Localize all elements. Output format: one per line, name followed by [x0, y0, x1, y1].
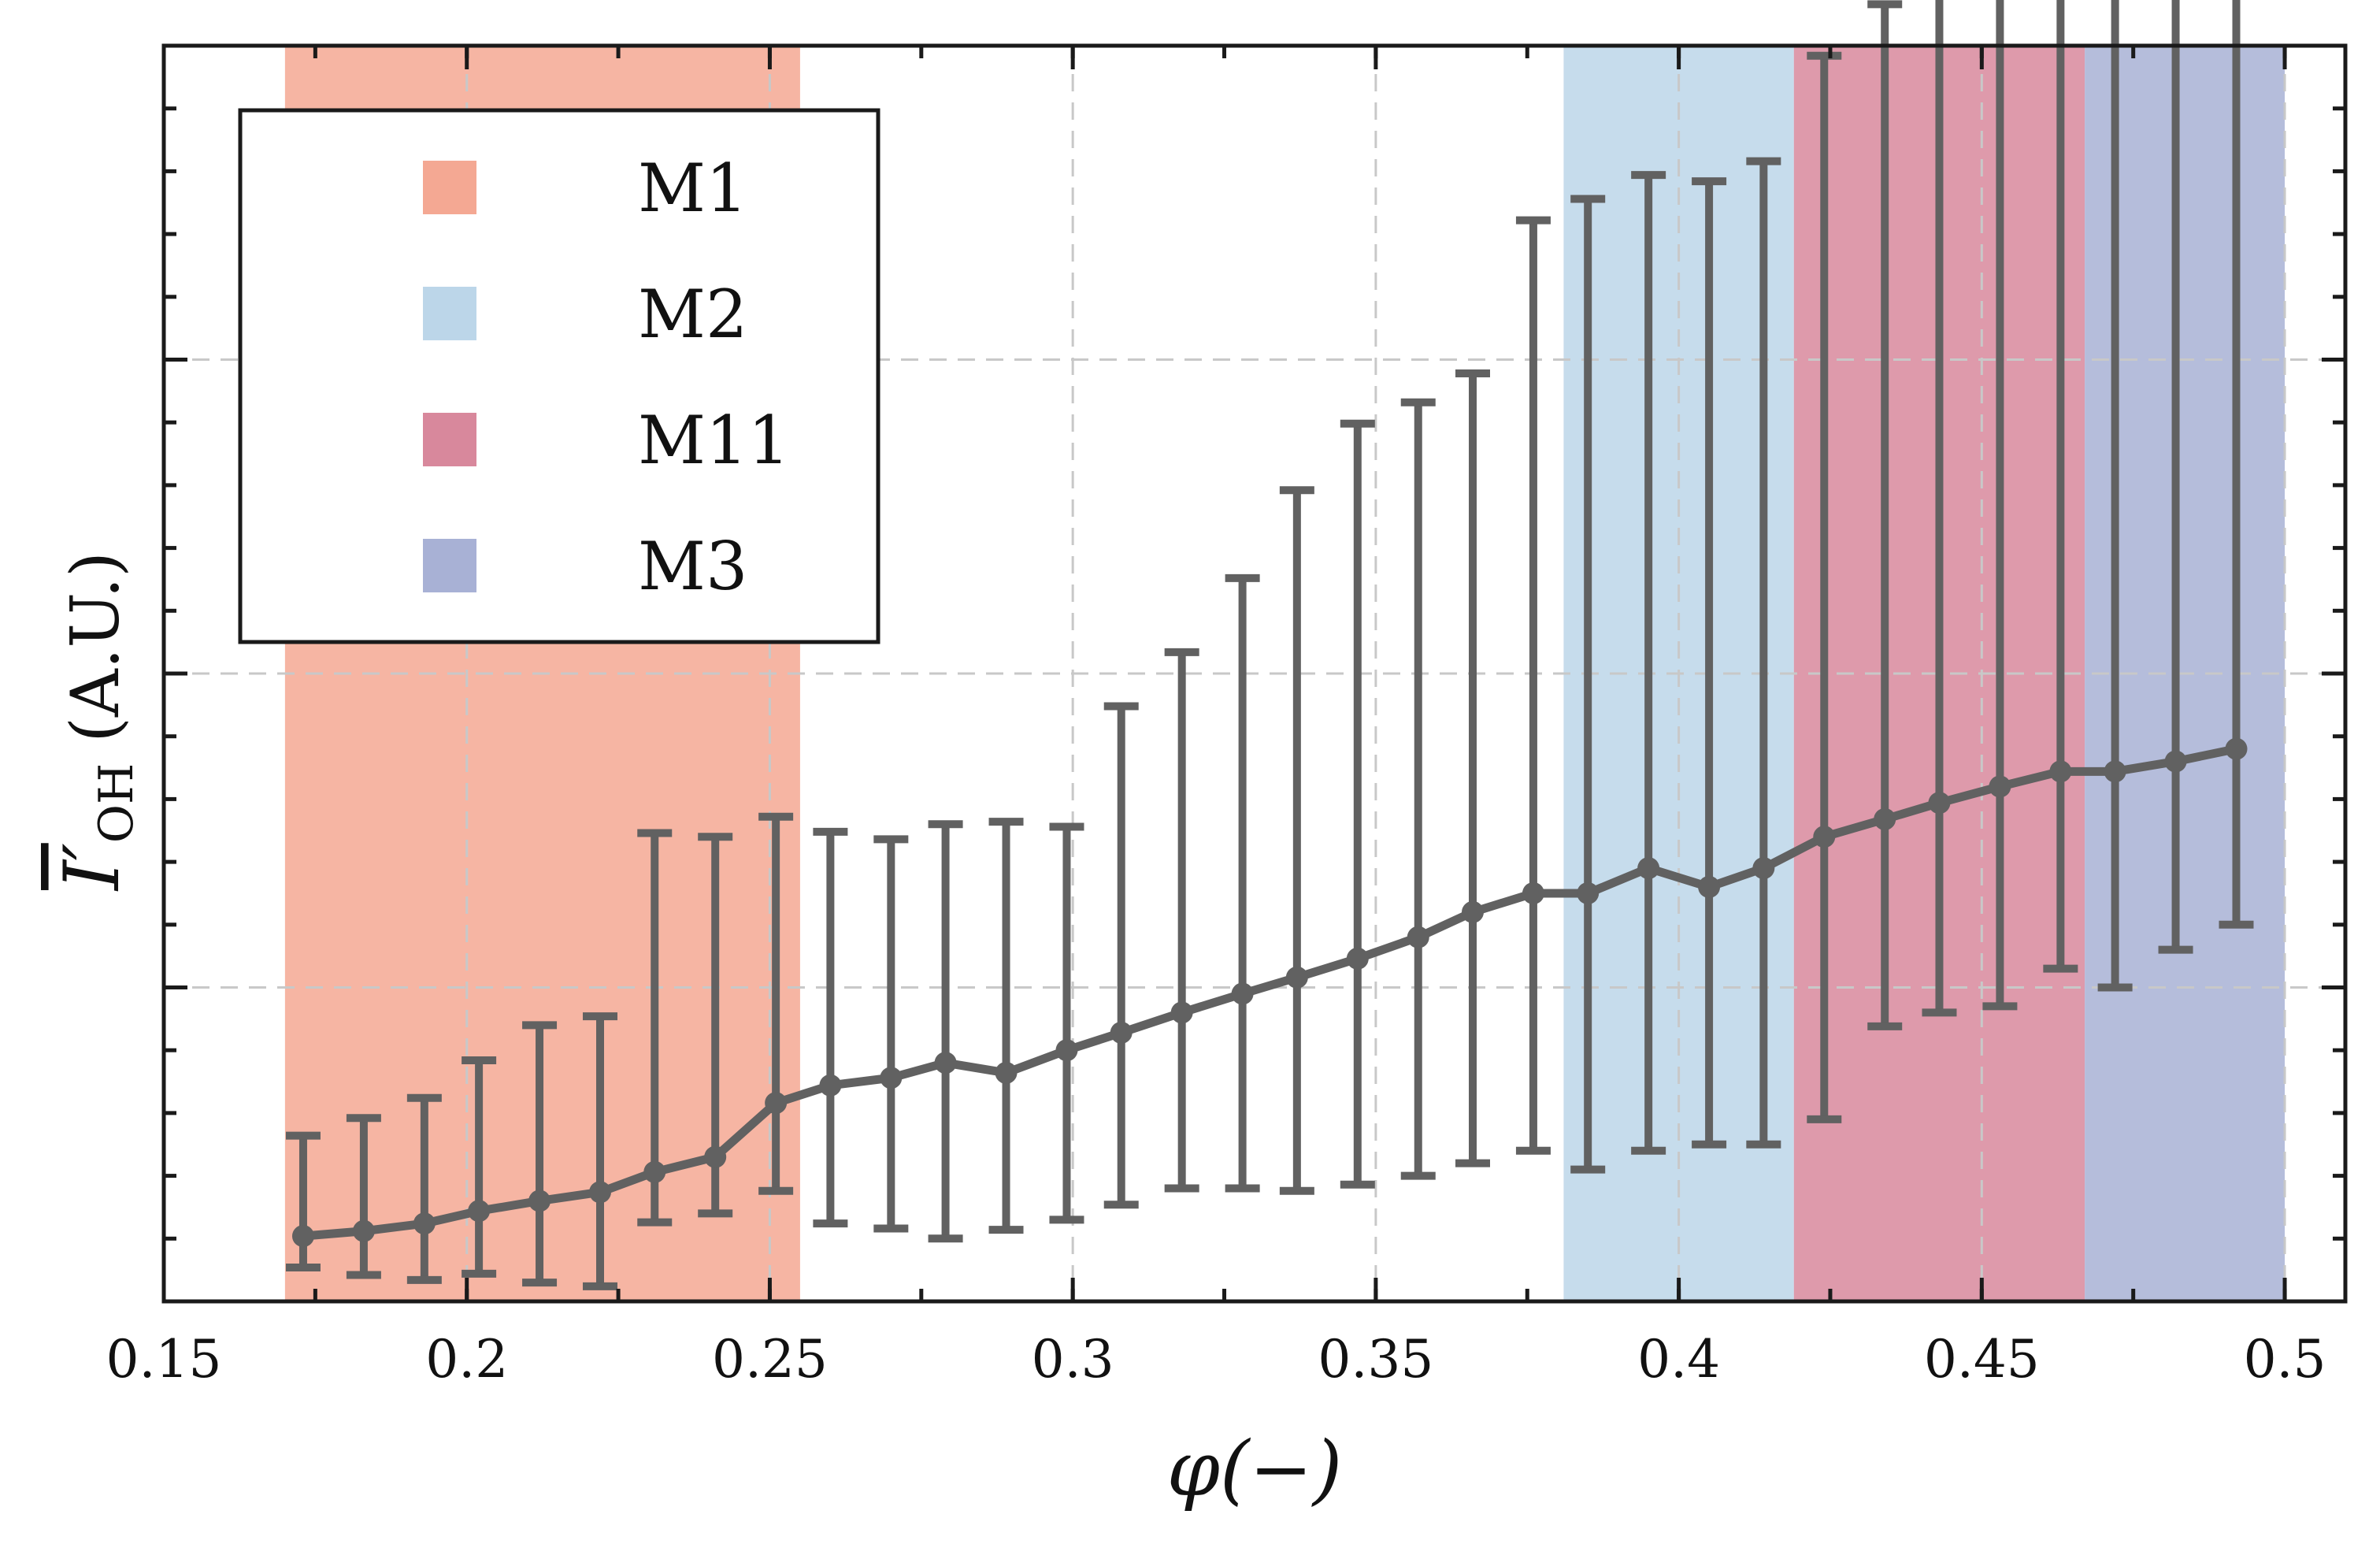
data-point [1055, 1039, 1078, 1062]
legend-swatch-m3 [423, 539, 476, 592]
data-point [1874, 807, 1896, 830]
error-bar [813, 827, 848, 1228]
error-bar [1455, 369, 1490, 1167]
data-point [1522, 881, 1544, 904]
error-bar [1807, 51, 1842, 1123]
data-point [1637, 857, 1660, 880]
data-point [819, 1074, 842, 1097]
data-point [291, 1225, 314, 1248]
data-point [2225, 737, 2248, 760]
data-point [1752, 857, 1775, 880]
error-bar [1922, 0, 1957, 1017]
data-point [643, 1160, 666, 1183]
data-point [589, 1181, 611, 1204]
x-tick-label: 0.3 [1032, 1329, 1114, 1390]
data-point [528, 1190, 551, 1212]
legend-label-m3: M3 [638, 528, 747, 605]
svg-text:I′OH(A.U.): I′OH (A.U.) [48, 551, 144, 892]
data-point [765, 1092, 788, 1115]
error-bar [873, 835, 909, 1233]
y-axis-title: I′OH (A.U.) [48, 551, 144, 892]
y-axis-title-units: (A.U.) [57, 551, 134, 743]
error-bar [462, 1056, 497, 1278]
data-point [934, 1052, 957, 1074]
data-point [704, 1145, 727, 1168]
error-bar [1867, 0, 1903, 1030]
error-bar [2097, 0, 2133, 992]
error-bar [346, 1114, 381, 1279]
data-point [2164, 750, 2187, 773]
data-point [1813, 826, 1836, 848]
error-bar [1049, 822, 1084, 1224]
legend-swatch-m11 [423, 413, 476, 466]
axis-ticks [161, 46, 2345, 1301]
error-bar [988, 818, 1024, 1234]
error-bar [1225, 573, 1260, 1193]
error-bar [1515, 216, 1551, 1155]
data-point [880, 1067, 903, 1089]
legend-items: M1 M2 M11 M3 [423, 150, 790, 605]
data-point [468, 1200, 491, 1223]
error-bar [1746, 157, 1781, 1149]
legend-box [238, 108, 880, 644]
y-axis-title-main: I′ [48, 843, 136, 892]
error-bar [637, 829, 673, 1227]
legend-swatch-m1 [423, 161, 476, 214]
error-bar [2219, 0, 2254, 929]
legend-label-m1: M1 [638, 150, 747, 227]
error-bar [1692, 177, 1727, 1149]
error-bar [2158, 0, 2193, 954]
legend: M1 M2 M11 M3 [238, 108, 880, 644]
error-bar [1340, 419, 1375, 1189]
data-point [1170, 1001, 1193, 1024]
error-bar [583, 1012, 617, 1290]
error-bar [1164, 648, 1199, 1193]
x-axis-title: φ(−) [1167, 1425, 1343, 1513]
data-point [1407, 926, 1429, 948]
data-point [1285, 966, 1308, 989]
error-bar [522, 1021, 558, 1287]
data-point [2049, 760, 2072, 783]
series-line [302, 744, 2237, 1241]
x-tick-label: 0.5 [2244, 1329, 2326, 1390]
legend-label-m2: M2 [638, 276, 747, 353]
y-axis-title-subscript: OH [89, 763, 144, 844]
data-point [1346, 947, 1369, 970]
x-tick-label: 0.25 [712, 1329, 828, 1390]
data-point [1989, 775, 2011, 798]
x-tick-label: 0.4 [1637, 1329, 1720, 1390]
error-bar [758, 812, 794, 1195]
error-bar [1279, 486, 1314, 1195]
data-point [1577, 881, 1600, 904]
error-bar [1103, 702, 1139, 1209]
data-point [2104, 760, 2126, 783]
x-tick-labels: 0.15 0.2 0.25 0.3 0.35 0.4 0.45 0.5 [106, 1329, 2326, 1390]
data-point [1231, 982, 1254, 1005]
x-tick-label: 0.15 [106, 1329, 222, 1390]
error-bar [928, 820, 963, 1243]
series [285, 0, 2254, 1290]
error-bar [406, 1093, 442, 1284]
error-bar [2043, 0, 2078, 973]
data-point [352, 1219, 375, 1242]
error-bar [1400, 398, 1436, 1180]
x-tick-label: 0.35 [1318, 1329, 1433, 1390]
data-point [1698, 875, 1721, 898]
legend-label-m11: M11 [638, 402, 790, 479]
legend-swatch-m2 [423, 287, 476, 340]
error-bar [1570, 195, 1606, 1174]
error-bar [1982, 0, 2018, 1011]
error-bar [1631, 171, 1666, 1155]
x-tick-label: 0.45 [1924, 1329, 2040, 1390]
data-point [413, 1212, 436, 1235]
data-point [1928, 792, 1951, 815]
data-point [1110, 1021, 1133, 1044]
data-point [1462, 900, 1484, 923]
data-point [995, 1061, 1018, 1084]
x-tick-label: 0.2 [425, 1329, 508, 1390]
